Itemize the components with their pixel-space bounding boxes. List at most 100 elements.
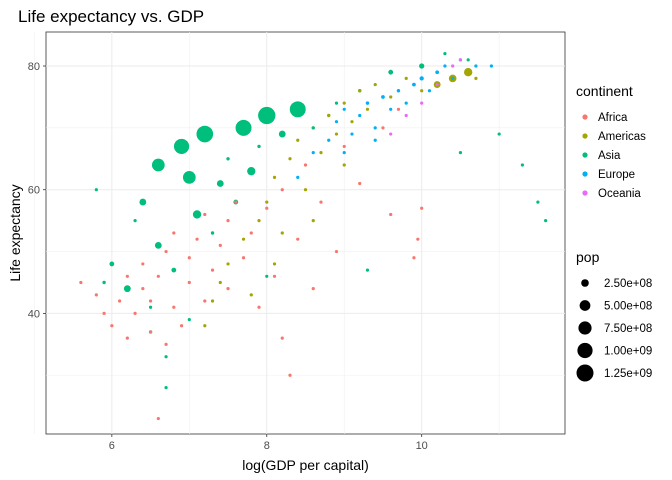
- data-point-africa: [148, 330, 153, 334]
- data-point-africa: [203, 212, 207, 217]
- size-legend-key: [576, 364, 594, 382]
- data-point-asia: [247, 166, 256, 176]
- data-point-asia: [164, 355, 168, 359]
- data-point-europe: [334, 120, 339, 124]
- data-points: [79, 52, 548, 421]
- size-legend-label: 2.50e+08: [604, 278, 652, 290]
- data-point-europe: [389, 107, 393, 111]
- data-point-africa: [319, 200, 323, 204]
- data-point-europe: [404, 101, 408, 105]
- data-point-asia: [235, 119, 252, 136]
- data-point-africa: [303, 163, 308, 167]
- y-tick-label: 60: [28, 185, 40, 197]
- data-point-asia: [182, 170, 196, 184]
- data-point-africa: [156, 274, 160, 278]
- color-legend-title: continent: [576, 83, 633, 99]
- data-point-oceania: [435, 82, 439, 87]
- data-point-africa: [164, 342, 168, 346]
- y-tick-label: 80: [28, 61, 40, 73]
- size-legend: pop 2.50e+08 5.00e+08 7.50e+08 1.00e+09 1.25…: [576, 249, 652, 382]
- data-point-americas: [350, 120, 354, 124]
- data-point-asia: [334, 101, 339, 105]
- data-point-asia: [311, 126, 315, 130]
- data-point-americas: [272, 175, 277, 179]
- x-axis-ticks: 6 8 10: [109, 434, 428, 452]
- data-point-americas: [311, 219, 315, 223]
- legend-label-oceania: Oceania: [598, 188, 641, 200]
- data-point-asia: [133, 219, 137, 223]
- data-point-africa: [187, 280, 191, 285]
- data-point-europe: [358, 113, 362, 118]
- data-point-asia: [171, 267, 177, 273]
- data-point-asia: [123, 285, 131, 293]
- y-axis-title: Life expectancy: [7, 184, 23, 281]
- data-point-europe: [396, 89, 401, 93]
- data-point-americas: [327, 113, 331, 118]
- legend-key-americas: [582, 133, 588, 139]
- data-point-africa: [179, 324, 184, 328]
- data-point-asia: [109, 261, 115, 267]
- data-point-africa: [133, 311, 137, 315]
- data-point-asia: [544, 219, 548, 223]
- data-point-oceania: [389, 132, 393, 136]
- data-point-asia: [226, 157, 230, 161]
- data-point-asia: [458, 151, 463, 155]
- legend-label-americas: Americas: [598, 131, 646, 143]
- data-point-americas: [249, 293, 253, 297]
- y-tick-label: 40: [28, 308, 40, 320]
- x-tick-label: 10: [416, 440, 428, 452]
- data-point-americas: [226, 262, 230, 266]
- data-point-asia: [154, 241, 162, 249]
- data-point-africa: [280, 188, 284, 192]
- data-point-europe: [474, 64, 478, 68]
- data-point-asia: [419, 63, 425, 69]
- data-point-americas: [218, 280, 222, 285]
- data-point-asia: [388, 69, 394, 75]
- data-point-asia: [173, 138, 190, 155]
- data-point-africa: [203, 299, 207, 303]
- data-point-africa: [249, 231, 253, 235]
- legend-label-europe: Europe: [598, 169, 635, 181]
- data-point-africa: [272, 274, 277, 278]
- data-point-asia: [497, 132, 501, 136]
- data-point-oceania: [404, 113, 408, 118]
- size-legend-key: [577, 342, 593, 359]
- legend-key-africa: [582, 114, 588, 120]
- data-point-americas: [342, 101, 346, 105]
- data-point-americas: [272, 262, 277, 266]
- grid-major: [46, 32, 565, 434]
- x-tick-label: 6: [109, 440, 115, 452]
- data-point-africa: [172, 231, 176, 235]
- data-point-asia: [148, 305, 153, 309]
- data-point-africa: [412, 256, 416, 260]
- data-point-africa: [280, 336, 284, 340]
- data-point-asia: [257, 144, 261, 149]
- size-legend-label: 7.50e+08: [604, 323, 652, 335]
- data-point-oceania: [458, 58, 463, 62]
- data-point-americas: [210, 299, 215, 303]
- data-point-africa: [195, 237, 199, 241]
- data-point-europe: [373, 126, 377, 130]
- data-point-africa: [226, 219, 230, 223]
- data-point-americas: [280, 231, 284, 235]
- data-point-europe: [296, 175, 300, 179]
- data-point-europe: [342, 107, 346, 111]
- data-point-africa: [102, 311, 106, 315]
- data-point-asia: [151, 158, 165, 172]
- data-point-asia: [278, 130, 286, 138]
- data-point-americas: [288, 157, 292, 161]
- data-point-africa: [265, 206, 269, 210]
- data-point-americas: [342, 163, 346, 167]
- data-point-africa: [172, 305, 176, 309]
- data-point-africa: [241, 256, 246, 260]
- data-point-americas: [334, 132, 339, 136]
- data-point-africa: [141, 287, 145, 291]
- data-point-africa: [110, 324, 114, 328]
- data-point-americas: [420, 89, 424, 93]
- size-legend-label: 5.00e+08: [604, 301, 652, 313]
- data-point-asia: [289, 101, 306, 118]
- size-legend-key: [579, 300, 591, 311]
- data-point-africa: [420, 206, 424, 210]
- data-point-europe: [435, 70, 440, 75]
